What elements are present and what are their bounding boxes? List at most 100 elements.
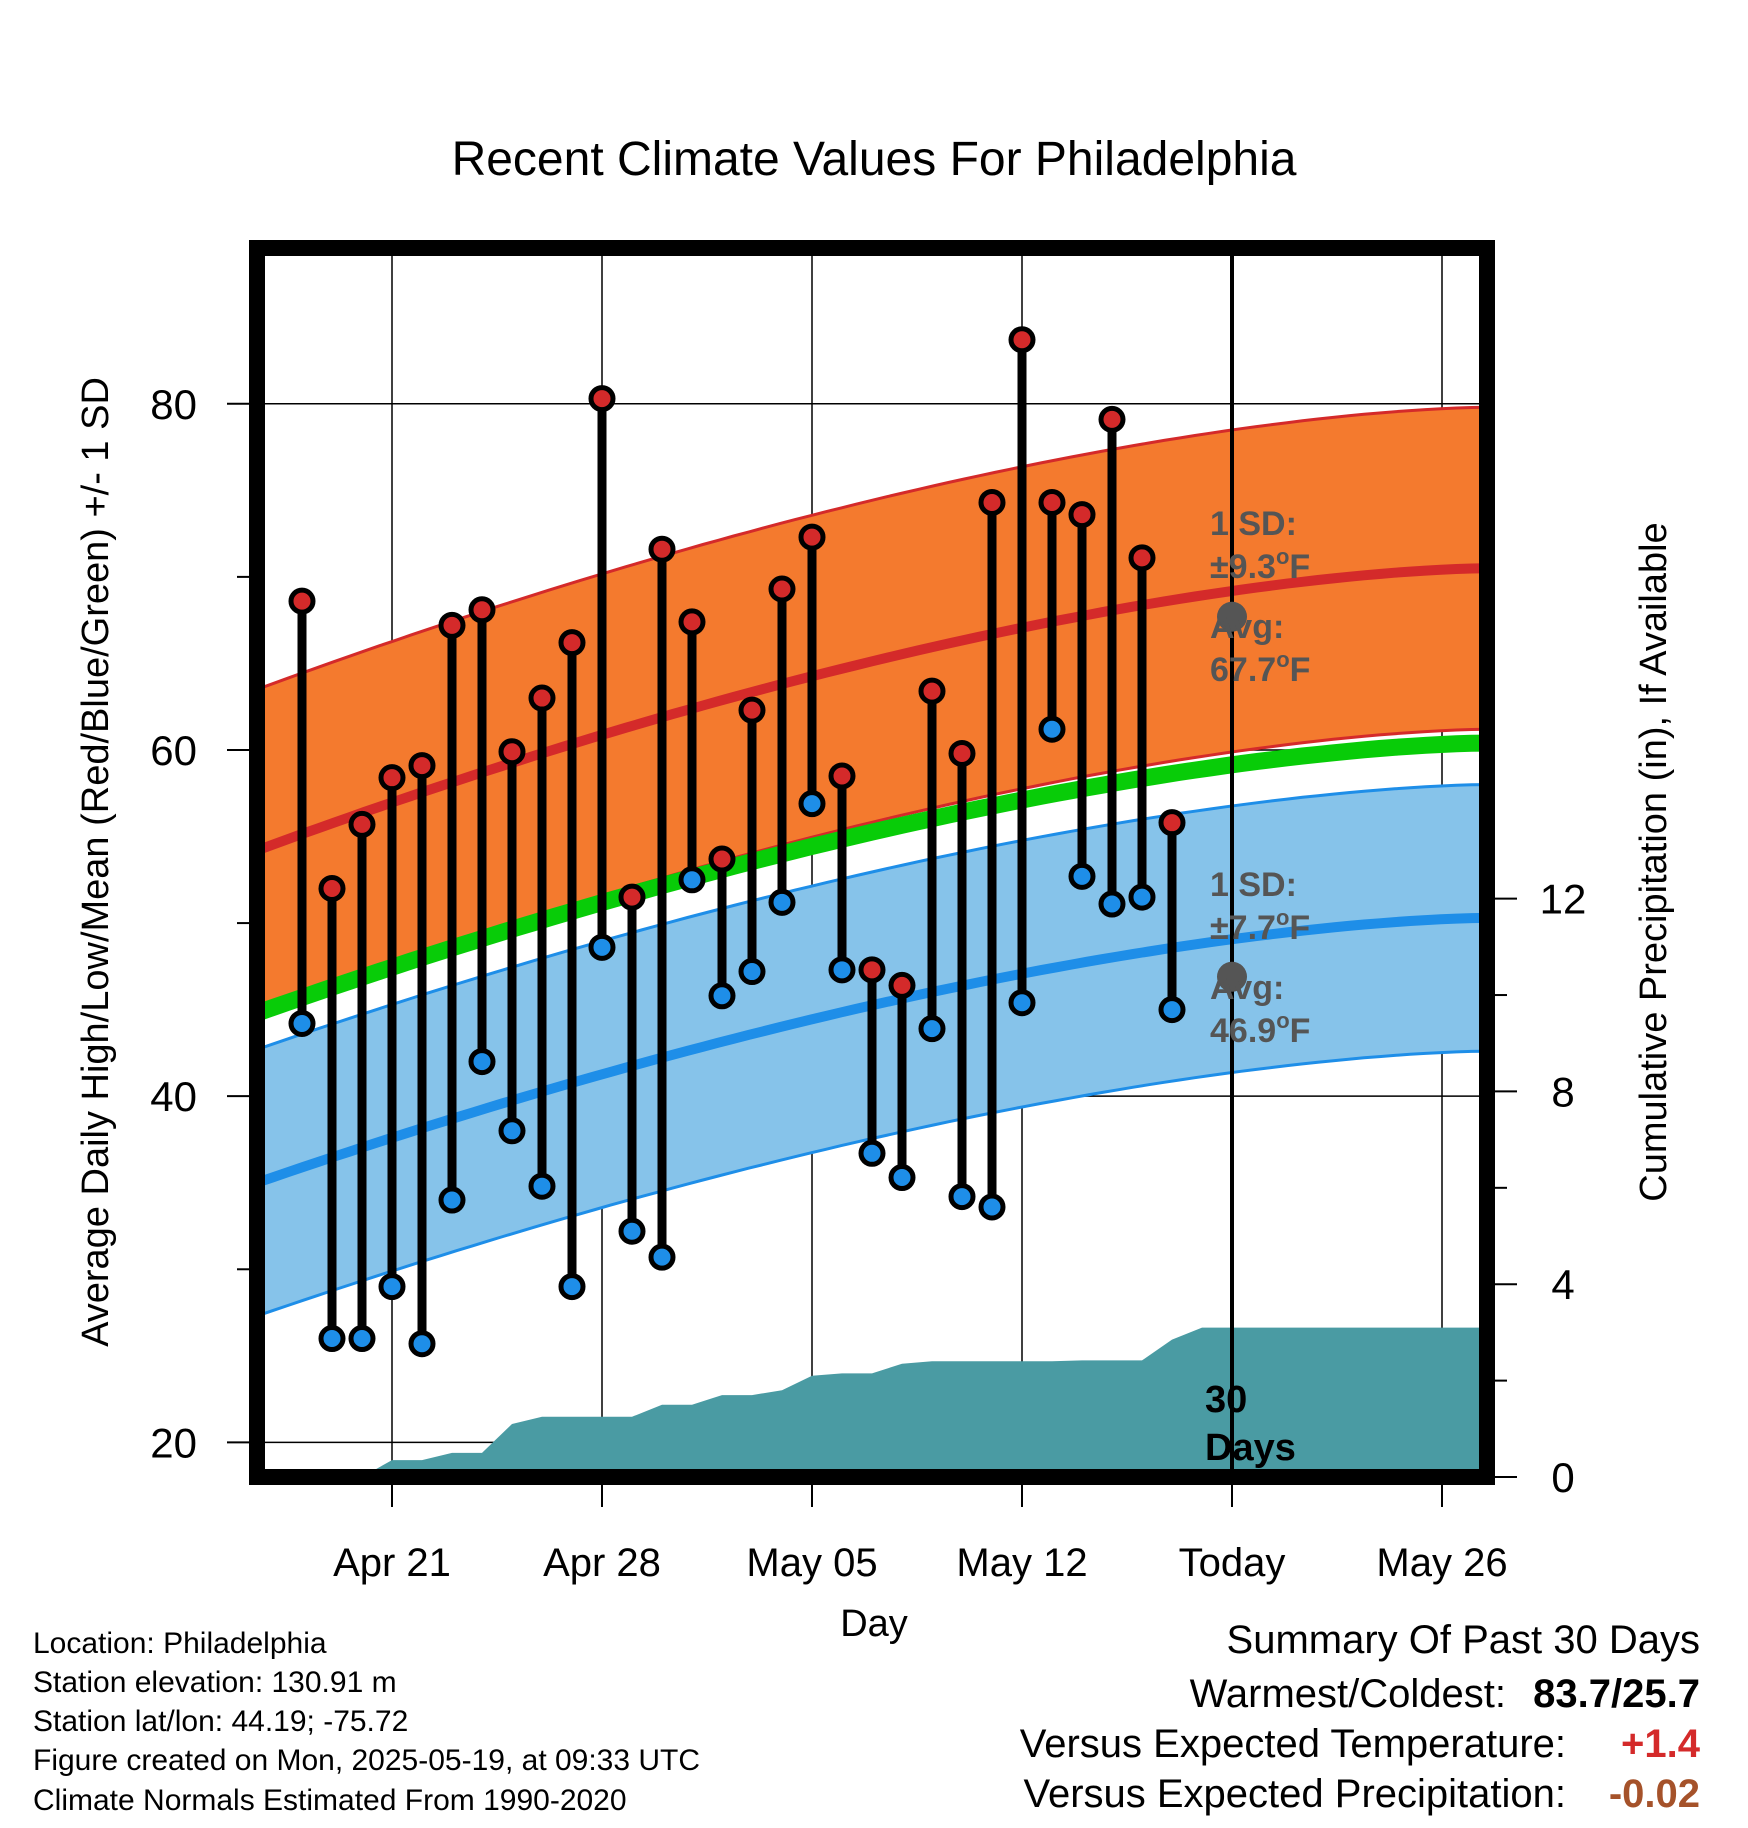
low-point	[678, 866, 706, 894]
low-point	[1068, 862, 1096, 890]
low-sd-upper-edge	[257, 783, 1487, 1051]
low-point	[318, 1325, 346, 1353]
low-point	[918, 1015, 946, 1043]
high-point	[588, 385, 616, 413]
precipitation-fill	[257, 1327, 1487, 1477]
high-avg-label: Avg:	[1210, 608, 1284, 646]
high-point	[798, 523, 826, 551]
low-point	[708, 982, 736, 1010]
chart-title: Recent Climate Values For Philadelphia	[452, 133, 1297, 186]
high-point	[858, 956, 886, 984]
low-point	[348, 1325, 376, 1353]
y-tick-label: 60	[150, 727, 197, 774]
low-point	[1038, 715, 1066, 743]
high-sd-label: 1 SD:	[1210, 505, 1297, 543]
low-point	[618, 1217, 646, 1245]
x-tick-label: Apr 28	[543, 1541, 661, 1585]
high-point	[978, 488, 1006, 516]
summary-title: Summary Of Past 30 Days	[1226, 1618, 1700, 1662]
temp-value: +1.4	[1621, 1722, 1700, 1766]
info-location: Location: Philadelphia	[33, 1627, 327, 1660]
y2-tick-label: 8	[1551, 1068, 1574, 1115]
low-point	[498, 1117, 526, 1145]
high-point	[498, 738, 526, 766]
low-avg-label: Avg:	[1210, 969, 1284, 1007]
high-point	[708, 845, 736, 873]
high-point	[318, 874, 346, 902]
low-point	[888, 1164, 916, 1192]
y-tick-label: 80	[150, 381, 197, 428]
x-axis-label: Day	[840, 1603, 908, 1645]
x-tick-label: May 26	[1376, 1541, 1507, 1585]
low-point	[1158, 996, 1186, 1024]
x-tick-label: May 12	[956, 1541, 1087, 1585]
high-sd-band	[257, 407, 1487, 1012]
high-point	[288, 587, 316, 615]
low-point	[288, 1009, 316, 1037]
low-point	[378, 1273, 406, 1301]
y2-axis-label: Cumulative Precipitation (in), If Availa…	[1633, 522, 1675, 1201]
low-point	[978, 1193, 1006, 1221]
high-point	[888, 971, 916, 999]
low-point	[468, 1048, 496, 1076]
y-tick-label: 40	[150, 1073, 197, 1120]
today-low-avg-marker	[1217, 961, 1247, 992]
x-tick-label: May 05	[746, 1541, 877, 1585]
high-point	[528, 684, 556, 712]
temp-label: Versus Expected Temperature:	[1019, 1722, 1566, 1766]
high-point	[438, 611, 466, 639]
precip-label: Versus Expected Precipitation:	[1023, 1772, 1566, 1816]
high-point	[1128, 544, 1156, 572]
info-normals: Climate Normals Estimated From 1990-2020	[33, 1784, 627, 1817]
high-sd-value: ±9.3oF	[1210, 544, 1310, 586]
high-point	[1098, 405, 1126, 433]
precipitation-area	[257, 1327, 1487, 1477]
high-point	[348, 810, 376, 838]
y2-tick-label: 12	[1540, 876, 1587, 923]
summary-precipitation: Versus Expected Precipitation: -0.02	[1023, 1772, 1700, 1817]
warm-cold-label: Warmest/Coldest:	[1189, 1672, 1506, 1716]
summary-temperature: Versus Expected Temperature: +1.4	[1020, 1722, 1700, 1767]
y2-tick-label: 0	[1551, 1454, 1574, 1501]
mean-normal-line	[257, 734, 1487, 1022]
y-tick-label: 20	[150, 1419, 197, 1466]
y2-tick-label: 4	[1551, 1261, 1574, 1308]
low-avg-value: 46.9oF	[1210, 1008, 1310, 1050]
y-axis-label: Average Daily High/Low/Mean (Red/Blue/Gr…	[75, 377, 117, 1347]
high-point	[918, 677, 946, 705]
daily-range-bars	[288, 326, 1186, 1358]
low-point	[768, 888, 796, 916]
low-point	[948, 1183, 976, 1211]
x-tick-label: Apr 21	[333, 1541, 451, 1585]
high-point	[1158, 809, 1186, 837]
high-point	[558, 629, 586, 657]
high-point	[1068, 501, 1096, 529]
high-point	[768, 575, 796, 603]
info-created: Figure created on Mon, 2025-05-19, at 09…	[33, 1744, 701, 1777]
low-point	[738, 958, 766, 986]
low-point	[408, 1330, 436, 1358]
high-normal-line	[257, 563, 1487, 856]
today-high-avg-marker	[1217, 601, 1247, 632]
high-point	[618, 883, 646, 911]
low-point	[1128, 883, 1156, 911]
info-elevation: Station elevation: 130.91 m	[33, 1666, 397, 1699]
low-point	[858, 1139, 886, 1167]
high-avg-value: 67.7oF	[1210, 647, 1310, 689]
normal-bands	[257, 405, 1487, 1318]
low-point	[1098, 890, 1126, 918]
low-point	[558, 1273, 586, 1301]
high-point	[1008, 326, 1036, 354]
high-point	[738, 696, 766, 724]
high-point	[678, 608, 706, 636]
high-point	[648, 535, 676, 563]
period-count-label: 30	[1205, 1379, 1247, 1421]
low-point	[588, 933, 616, 961]
plot-frame	[249, 240, 1495, 1485]
high-point	[1038, 488, 1066, 516]
high-point	[828, 762, 856, 790]
period-word-label: Days	[1205, 1427, 1296, 1469]
high-point	[948, 739, 976, 767]
